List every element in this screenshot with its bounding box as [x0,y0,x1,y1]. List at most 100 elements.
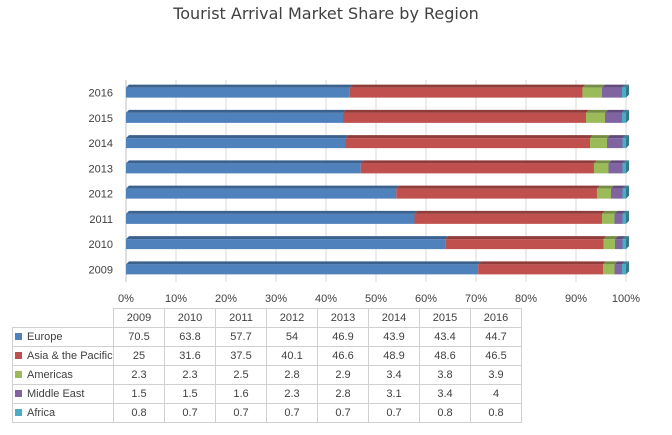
bar-segment-face [622,213,626,224]
bar-segment-top [614,236,626,240]
bar-segment [622,210,629,224]
data-table-year: 2009 [113,308,165,328]
bar-segment-face [601,87,622,98]
bar-segment-face [586,112,605,123]
y-tick-label: 2013 [89,163,113,175]
bar-segment-face [126,112,343,123]
bar-segment [622,185,629,199]
data-label: 44.7 [470,327,522,347]
bar-segment-top [596,185,614,189]
x-tick-label: 60% [415,293,437,305]
bar-segment [478,261,607,275]
y-tick-label: 2010 [89,239,113,251]
bar-segment [414,210,605,224]
bar-segment-top [614,261,626,265]
legend-key [15,409,22,416]
legend-key [15,333,22,340]
legend-key [15,390,22,397]
bar-segment-face [602,213,615,224]
series-name: Middle East [27,388,85,400]
bar-segment-face [126,213,415,224]
value-axis-labels: 0% 10% 20% 30% 40% 50% 60% 70% 80% 90% 100% [118,293,640,305]
bar-segment-face [622,138,626,149]
bar-segment-top [608,160,626,164]
bar-segment [343,109,589,123]
bar-segment [622,261,629,275]
bar-segment-top [126,160,364,164]
bar-segment-top [607,135,626,139]
data-label: 70.5 [113,327,165,347]
bar-segment [126,236,449,250]
data-table-year: 2012 [266,308,318,328]
data-label: 2.8 [317,384,369,404]
x-tick-label: 30% [265,293,287,305]
bar-segment-top [622,109,629,113]
data-label: 0.7 [266,403,318,423]
bar-segment-top [345,135,593,139]
bar-segment [614,261,626,275]
bar-series [126,84,629,275]
bar-segment-face [622,163,626,174]
bar-segment-face [126,188,397,199]
data-label: 4 [470,384,522,404]
bar-segment [610,185,626,199]
data-table-year: 2013 [317,308,369,328]
data-label: 2.8 [266,365,318,385]
data-label: 63.8 [164,327,216,347]
bar-segment-top [582,84,605,88]
bar-segment [582,84,605,98]
bar-segment-face [414,213,602,224]
bar-segment-top [602,210,618,214]
bar-segment-face [607,138,623,149]
x-tick-label: 80% [515,293,537,305]
bar-end-cap [626,135,629,149]
x-tick-label: 20% [215,293,237,305]
bar-segment [360,160,597,174]
bar-segment-top [622,261,629,265]
bar-segment [614,236,626,250]
data-label: 0.8 [470,403,522,423]
data-label: 0.8 [113,403,165,423]
bar-segment [593,160,612,174]
x-tick-label: 70% [465,293,487,305]
data-table-header: 2009 2010 2011 2012 2013 2014 2015 2016 [13,308,522,328]
data-label: 0.8 [419,403,471,423]
bar-segment-face [126,138,346,149]
data-label: 40.1 [266,346,318,366]
bar-segment-face [360,163,594,174]
bar-segment-top [590,135,610,139]
bar-segment [126,210,418,224]
y-tick-label: 2009 [89,264,113,276]
data-label: 1.6 [215,384,267,404]
bar-segment [622,135,629,149]
bar-segment-top [586,109,608,113]
bar-segment-face [349,87,583,98]
bar-segment-face [622,188,626,199]
data-label: 2.3 [266,384,318,404]
bar-segment [349,84,586,98]
bar-segment [622,109,629,123]
legend-entry: Asia & the Pacific [12,346,114,366]
bar-segment-face [126,264,479,275]
bar-segment-face [478,264,604,275]
data-label: 0.7 [317,403,369,423]
bar-segment-top [445,236,607,240]
legend-entry: Middle East [12,384,114,404]
x-tick-label: 40% [315,293,337,305]
bar-segment-top [622,236,629,240]
bar-end-cap [626,160,629,174]
bar-segment-face [614,239,623,250]
bar-segment-top [126,84,353,88]
data-label: 25 [113,346,165,366]
bar-segment-top [126,236,449,240]
bar-segment-top [601,84,625,88]
data-table-year: 2015 [419,308,471,328]
data-table-row: Asia & the Pacific 25 31.6 37.5 40.1 46.6 48.9… [12,346,522,366]
data-label: 48.9 [368,346,420,366]
data-label: 46.5 [470,346,522,366]
bar-end-cap [626,236,629,250]
bar-segment-top [126,185,400,189]
bar-segment-top [622,210,629,214]
bar-segment-top [360,160,597,164]
y-tick-label: 2011 [89,214,113,226]
